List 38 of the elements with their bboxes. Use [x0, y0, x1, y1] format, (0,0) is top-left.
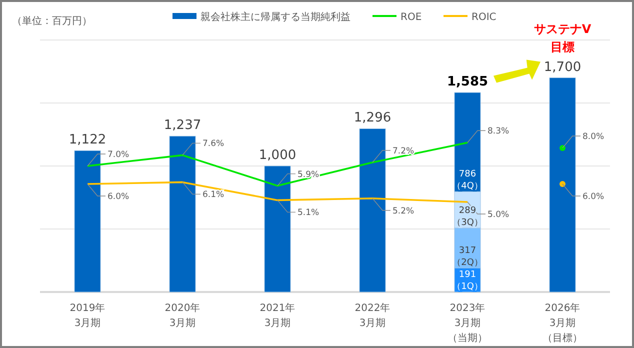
data-label: 289 （3Q） — [452, 206, 483, 228]
data-label: 1,000 — [258, 148, 296, 163]
data-label: 6.0% — [108, 192, 130, 202]
data-label: 8.0% — [582, 132, 604, 142]
data-label: 7.0% — [108, 150, 130, 160]
data-label: 5.0% — [488, 210, 510, 220]
x-tick-label: 2022年3月期 — [354, 302, 390, 329]
x-tick-label: 2021年3月期 — [260, 302, 296, 329]
data-label: 1,237 — [164, 118, 202, 134]
x-tick-label: 2020年3月期 — [164, 302, 200, 329]
legend-label: ROIC — [472, 12, 496, 23]
total-label: 1,585 — [446, 74, 488, 90]
data-label: 5.9% — [298, 170, 320, 180]
bar — [549, 78, 576, 292]
annotation: サステナV目標 — [534, 22, 592, 54]
legend-label: ROE — [400, 12, 422, 23]
bar — [169, 136, 196, 292]
data-label: 5.1% — [298, 208, 320, 218]
data-label: 8.3% — [488, 126, 510, 137]
data-label: 786 （4Q） — [452, 170, 483, 192]
data-label: 6.1% — [202, 190, 224, 200]
bar — [264, 166, 291, 292]
data-label: 1,700 — [544, 60, 582, 75]
data-label: 6.0% — [582, 192, 604, 202]
data-label: 5.2% — [392, 206, 414, 216]
text: （単位：百万円） — [12, 15, 92, 27]
legend-label: 親会社株主に帰属する当期純利益 — [200, 11, 350, 23]
data-label: 1,296 — [354, 110, 392, 126]
x-tick-label: 2019年3月期 — [70, 302, 106, 329]
data-label: 317 （2Q） — [452, 246, 483, 268]
data-label: 1,122 — [68, 132, 106, 148]
data-label: 7.2% — [392, 146, 414, 156]
bar — [74, 150, 101, 292]
x-tick-label: 2026年3月期（目標） — [542, 302, 582, 344]
x-tick-label: 2023年3月期（当期） — [448, 302, 488, 344]
bar — [359, 128, 386, 292]
data-label: 7.6% — [202, 139, 224, 150]
data-label: 191 （1Q） — [452, 270, 483, 292]
